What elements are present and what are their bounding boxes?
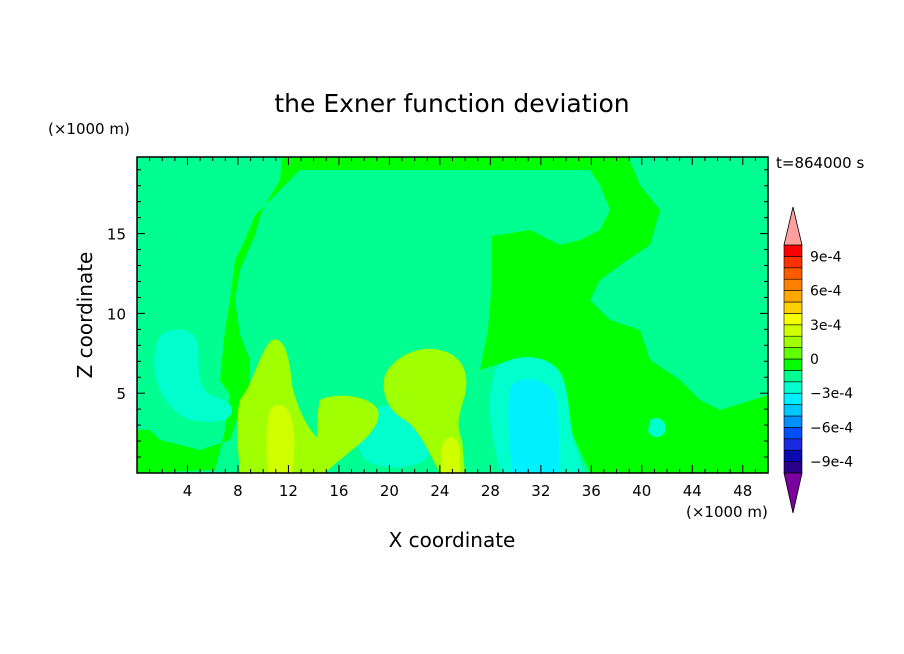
y-tick-label: 5 [116, 385, 126, 403]
colorbar-swatch [783, 301, 803, 314]
colorbar-swatch [783, 313, 803, 326]
colorbar-swatch [783, 415, 803, 428]
colorbar: 9e-4 6e-4 3e-4 0 −3e-4 −6e-4 −9e-4 [783, 206, 853, 514]
x-tick-label: 28 [481, 482, 500, 500]
x-tick-label: 8 [233, 482, 243, 500]
colorbar-swatch [783, 290, 803, 303]
colorbar-swatch [783, 358, 803, 371]
contour-green-left-surface [137, 430, 165, 473]
x-tick-label: 12 [279, 482, 298, 500]
colorbar-extend-min [783, 472, 803, 514]
colorbar-tick-label: 3e-4 [810, 318, 842, 334]
x-tick-label: 20 [380, 482, 399, 500]
contour-yellow-center [440, 436, 460, 473]
x-tick-label: 4 [183, 482, 193, 500]
x-tick-label: 48 [733, 482, 752, 500]
y-axis-unit: (×1000 m) [48, 120, 130, 138]
x-tick-label: 24 [430, 482, 449, 500]
y-axis-label: Z coordinate [73, 252, 97, 379]
colorbar-tick-label: 6e-4 [810, 284, 842, 300]
contour-aqua-right-small [648, 418, 666, 438]
colorbar-tick-label: −3e-4 [810, 386, 853, 402]
colorbar-tick-label: −6e-4 [810, 420, 853, 436]
y-axis-ticks: 5 10 15 [107, 169, 768, 458]
colorbar-swatch [783, 461, 803, 474]
contour-yellowgreen-mid [317, 395, 379, 473]
colorbar-tick-label: 0 [810, 352, 819, 368]
x-tick-label: 44 [683, 482, 702, 500]
x-axis-ticks: 4 8 12 16 20 24 28 32 36 40 44 48 [149, 157, 756, 500]
y-tick-label: 10 [107, 305, 126, 323]
colorbar-swatch [783, 370, 803, 383]
x-tick-label: 16 [329, 482, 348, 500]
chart-title: the Exner function deviation [274, 89, 629, 118]
contour-yellow-left [266, 404, 295, 473]
colorbar-swatch [783, 381, 803, 394]
colorbar-swatch [783, 404, 803, 417]
colorbar-swatch [783, 449, 803, 462]
colorbar-swatch [783, 438, 803, 451]
y-tick-label: 15 [107, 226, 126, 244]
x-axis-label: X coordinate [389, 528, 516, 552]
contour-aqua-left-blob [154, 329, 233, 422]
x-tick-label: 36 [582, 482, 601, 500]
colorbar-swatch [783, 267, 803, 280]
colorbar-swatch [783, 244, 803, 257]
contour-green-upper [137, 157, 768, 473]
colorbar-swatch [783, 324, 803, 337]
colorbar-swatch [783, 347, 803, 360]
time-label: t=864000 s [776, 154, 864, 172]
contour-cyan-column [508, 379, 560, 473]
colorbar-swatch [783, 392, 803, 405]
colorbar-extend-max [783, 206, 803, 246]
contour-fill [137, 157, 768, 473]
colorbar-swatch [783, 427, 803, 440]
x-axis-unit: (×1000 m) [686, 503, 768, 521]
colorbar-swatch [783, 278, 803, 291]
colorbar-tick-label: −9e-4 [810, 455, 853, 471]
colorbar-swatch [783, 256, 803, 269]
x-tick-label: 32 [531, 482, 550, 500]
colorbar-swatch [783, 335, 803, 348]
colorbar-tick-label: 9e-4 [810, 249, 842, 265]
x-tick-label: 40 [632, 482, 651, 500]
